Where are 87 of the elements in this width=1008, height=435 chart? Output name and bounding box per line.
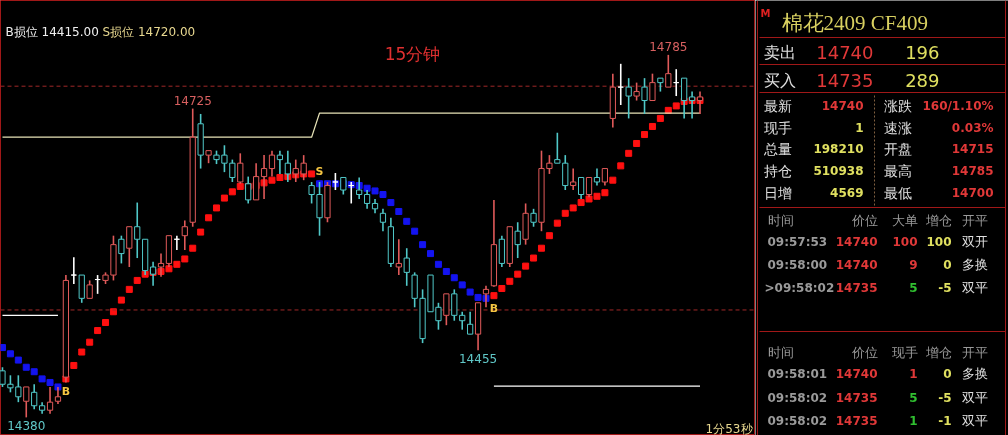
text: 价位 xyxy=(850,345,878,360)
text: 09:58:01 xyxy=(767,366,828,381)
text: 5 xyxy=(909,281,918,295)
text: 双平 xyxy=(961,280,988,295)
text: 最低 xyxy=(883,184,912,201)
data-label: B xyxy=(489,301,499,315)
text: S损位 14720.00 xyxy=(102,24,196,39)
text: 14735 xyxy=(816,70,874,91)
text: -5 xyxy=(938,281,952,295)
data-label: B xyxy=(61,384,71,398)
text: 09:58:00 xyxy=(767,257,828,272)
text: M xyxy=(760,8,771,19)
text: 14740 xyxy=(821,99,864,113)
text: 196 xyxy=(905,42,940,63)
text: 开平 xyxy=(961,345,988,360)
text: 4569 xyxy=(830,186,864,200)
text: 双平 xyxy=(961,413,988,428)
text: 09:57:53 xyxy=(767,234,828,249)
text: 14735 xyxy=(835,414,878,428)
text: 最高 xyxy=(883,162,912,179)
text: 1分53秒 xyxy=(705,421,753,435)
candlestick xyxy=(379,208,387,232)
text: 1 xyxy=(855,121,864,135)
text: 卖出 xyxy=(763,43,796,62)
candlestick xyxy=(46,386,54,415)
annotation: 14455 xyxy=(458,352,498,367)
text: >09:58:02 xyxy=(764,280,835,295)
text: 09:58:02 xyxy=(767,413,828,428)
text: 开平 xyxy=(961,213,988,228)
text: 总量 xyxy=(762,140,792,157)
text: 多换 xyxy=(961,257,988,272)
text: 289 xyxy=(905,70,940,91)
text: 日增 xyxy=(763,184,792,201)
text: 速涨 xyxy=(883,119,912,136)
text: 9 xyxy=(909,258,918,272)
text: 14715 xyxy=(951,142,994,156)
text: 双平 xyxy=(961,390,988,405)
text: 198210 xyxy=(813,142,864,156)
candlestick xyxy=(467,310,474,335)
text: B损位 14415.00 xyxy=(5,24,99,39)
text: 持仓 xyxy=(763,162,792,179)
text: 14735 xyxy=(835,281,878,295)
annotation: 14380 xyxy=(7,419,46,434)
candlestick xyxy=(70,256,77,285)
text: 买入 xyxy=(763,71,796,90)
text: 14740 xyxy=(835,235,878,249)
text: 最新 xyxy=(763,97,792,114)
text: 价位 xyxy=(850,213,878,228)
text: 14740 xyxy=(835,258,878,272)
text: 涨跌 xyxy=(883,97,912,114)
text: 现手 xyxy=(763,119,792,136)
text: 大单 xyxy=(891,213,918,228)
text: 14740 xyxy=(816,42,874,63)
text: 0 xyxy=(943,367,952,381)
text: 14785 xyxy=(951,164,994,178)
text: 增仓 xyxy=(924,345,952,360)
text: -1 xyxy=(938,414,952,428)
text: 时间 xyxy=(767,345,794,360)
text: 14700 xyxy=(951,186,994,200)
text: 开盘 xyxy=(883,140,912,157)
candlestick xyxy=(617,63,624,106)
candlestick xyxy=(276,149,284,175)
text: 时间 xyxy=(767,213,794,228)
candlestick xyxy=(578,176,585,200)
text: 100 xyxy=(892,235,918,249)
text: 现手 xyxy=(891,345,918,360)
data-label: S xyxy=(315,164,324,178)
candlestick xyxy=(181,219,188,251)
text: 1 xyxy=(909,367,918,381)
text: 1 xyxy=(909,414,918,428)
text: 多换 xyxy=(961,366,988,381)
text: 0.03% xyxy=(951,120,994,135)
text: 14735 xyxy=(835,391,878,405)
text: 510938 xyxy=(813,164,864,178)
text: 100 xyxy=(926,235,952,249)
text: 09:58:02 xyxy=(767,390,828,405)
chart-title: 15分钟 xyxy=(384,43,441,64)
text: 14740 xyxy=(835,367,878,381)
annotation: 14725 xyxy=(173,93,212,108)
annotation: 14785 xyxy=(649,39,688,54)
text: 0 xyxy=(943,258,952,272)
text: 双开 xyxy=(961,234,988,249)
text: 棉花2409 CF409 xyxy=(781,10,928,35)
text: 5 xyxy=(909,391,918,405)
text: -5 xyxy=(938,391,952,405)
text: 增仓 xyxy=(924,213,952,228)
text: 160/1.10% xyxy=(922,98,994,113)
